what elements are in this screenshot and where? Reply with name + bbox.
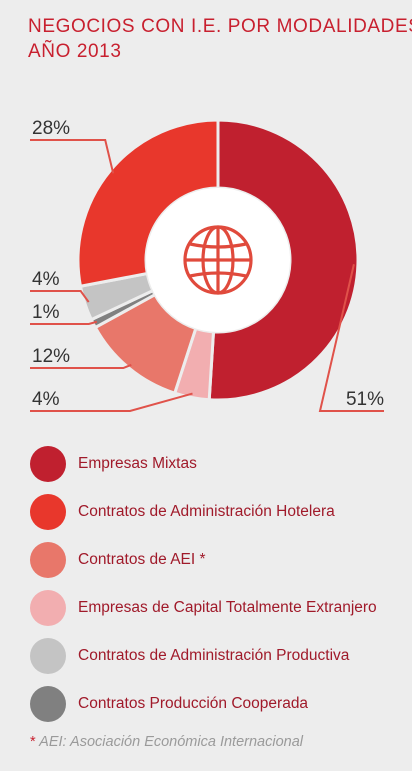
legend-label: Empresas de Capital Totalmente Extranjer… (78, 599, 377, 616)
chart-title-line-2: AÑO 2013 (28, 41, 122, 62)
legend-label: Contratos de AEI * (78, 551, 206, 568)
donut-slices (76, 118, 360, 402)
chart-title-line-1: NEGOCIOS CON I.E. POR MODALIDADES (28, 16, 412, 37)
legend-label: Contratos de Administración Productiva (78, 647, 350, 664)
footnote: * AEI: Asociación Económica Internaciona… (30, 734, 303, 750)
legend-swatch (30, 686, 66, 722)
legend-item: Contratos de AEI * (30, 536, 377, 584)
globe-icon (183, 225, 253, 295)
legend-swatch (30, 494, 66, 530)
legend-label: Contratos Producción Cooperada (78, 695, 309, 712)
legend-label: Empresas Mixtas (78, 455, 197, 472)
legend-swatch (30, 590, 66, 626)
legend-swatch (30, 446, 66, 482)
leader-line (30, 392, 193, 412)
leader-line (30, 139, 115, 174)
legend-swatch (30, 638, 66, 674)
donut-chart: 51% 4% 12% 1% 4% 28% (30, 118, 384, 412)
footnote-text: AEI: Asociación Económica Internacional (39, 734, 303, 750)
legend-label: Contratos de Administración Hotelera (78, 503, 335, 520)
legend: Empresas Mixtas Contratos de Administrac… (30, 440, 377, 728)
legend-item: Empresas de Capital Totalmente Extranjer… (30, 584, 377, 632)
footnote-star: * (30, 734, 36, 750)
chart-title: NEGOCIOS CON I.E. POR MODALIDADES AÑO 20… (28, 14, 412, 64)
leader-line (318, 264, 384, 412)
leader-line (30, 363, 132, 369)
legend-item: Contratos de Administración Productiva (30, 632, 377, 680)
percent-label: 28% (32, 118, 70, 139)
percent-labels: 51% 4% 12% 1% 4% 28% (32, 118, 384, 410)
percent-label: 12% (32, 346, 70, 367)
percent-label: 51% (346, 389, 384, 410)
legend-item: Contratos de Administración Hotelera (30, 488, 377, 536)
leader-line (30, 320, 98, 325)
leader-lines (30, 139, 384, 412)
legend-item: Empresas Mixtas (30, 440, 377, 488)
leader-line (30, 290, 90, 303)
legend-item: Contratos Producción Cooperada (30, 680, 377, 728)
percent-label: 4% (32, 269, 60, 290)
percent-label: 1% (32, 302, 60, 323)
percent-label: 4% (32, 389, 60, 410)
legend-swatch (30, 542, 66, 578)
